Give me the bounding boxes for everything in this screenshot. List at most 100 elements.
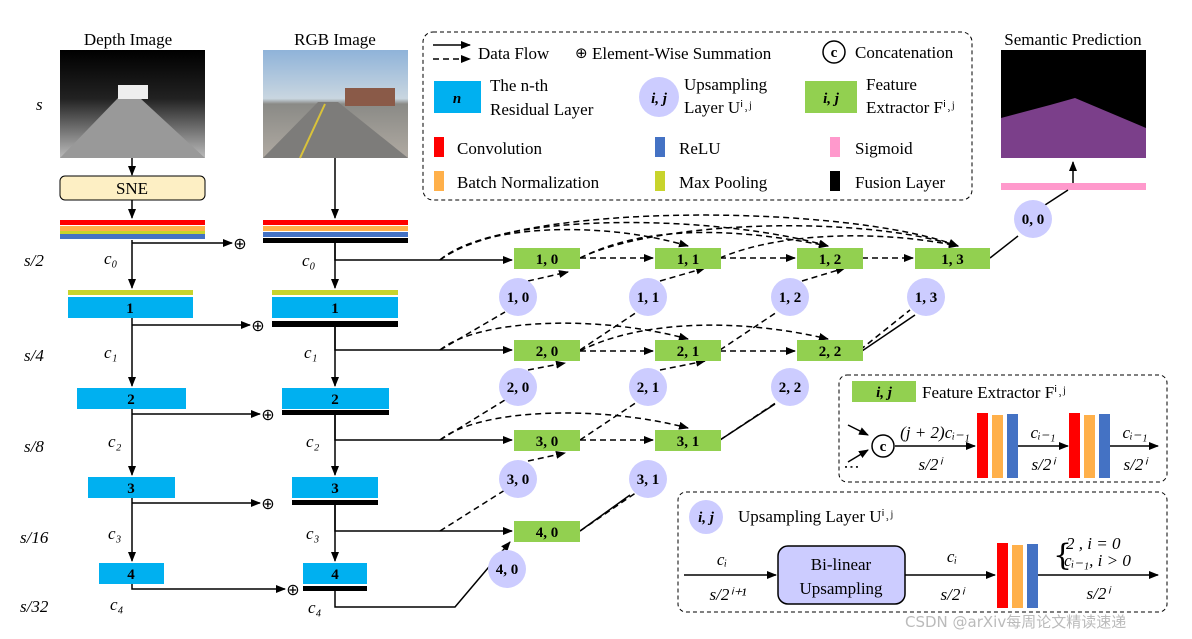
up-in-scale: s/2ⁱ⁺¹: [710, 585, 747, 604]
legend-summation: Element-Wise Summation: [592, 44, 772, 63]
upsampling-layer-circle: [1014, 200, 1052, 238]
feature-extractor-label: 3, 0: [536, 434, 559, 450]
feature-extractor-label: 2, 2: [819, 344, 842, 360]
legend-residual-line2: Residual Layer: [490, 100, 594, 119]
feature-extractor-label: 1, 3: [941, 252, 964, 268]
upsampling-layer-label: 1, 1: [637, 290, 660, 306]
residual-layer-label: 1: [126, 301, 134, 317]
concat-symbol: c: [880, 439, 887, 455]
sigmoid-swatch: [830, 137, 840, 157]
feature-extractor-label: 3, 1: [677, 434, 700, 450]
fe-detail-title: Feature Extractor Fⁱ˒ʲ: [922, 383, 1066, 402]
summation-symbols: ⊕ ⊕ ⊕ ⊕ ⊕: [233, 234, 299, 599]
block-line2: Upsampling: [799, 579, 883, 598]
feature-extractor-label: 2, 1: [677, 344, 700, 360]
feature-extractor-box: [514, 430, 580, 451]
fusion-layer: [303, 586, 367, 591]
legend-data-flow: Data Flow: [478, 44, 550, 63]
sne-label: SNE: [116, 179, 148, 198]
upsampling-layer-label: 1, 2: [779, 290, 802, 306]
upsampling-layer-label: 2, 0: [507, 380, 530, 396]
summation-icon: ⊕: [251, 316, 264, 335]
channel-label: c₄: [308, 598, 322, 617]
scale-label: s/2: [24, 251, 44, 270]
block-line1: Bi-linear: [811, 555, 872, 574]
residual-layer-2: [77, 388, 186, 409]
feature-extractor-label: 4, 0: [536, 525, 559, 541]
feature-extractor-box: [655, 340, 721, 361]
fusion-swatch: [830, 171, 840, 191]
channel-labels: c₀ c₀ c₁ c₁ c₂ c₂ c₃ c₃ c₄ c₄: [104, 249, 322, 617]
upsampling-swatch: [639, 77, 679, 117]
encoder-flows: [128, 239, 513, 608]
feature-extractor-label: 1, 0: [536, 252, 559, 268]
upsampling-layers: 1, 0 1, 1 1, 2 1, 3 2, 0 2, 1 2, 2 3, 0 3, 1 4, 0…: [488, 200, 1052, 588]
legend-upsampling-line2: Layer Uⁱ˒ʲ: [684, 98, 752, 117]
prediction-title: Semantic Prediction: [1004, 30, 1142, 49]
feature-extractor-box: [797, 340, 863, 361]
concat-symbol: c: [831, 45, 838, 61]
residual-layer-4: [303, 563, 367, 584]
feature-extractor-box: [655, 430, 721, 451]
legend: Data Flow ⊕ Element-Wise Summation c Con…: [422, 31, 973, 201]
legend-concatenation: Concatenation: [855, 43, 954, 62]
up-out-scale: s/2ⁱ: [1087, 584, 1113, 603]
up-detail-symbol: i, j: [698, 510, 715, 526]
fe-mid-scale: s/2ⁱ: [1032, 455, 1058, 474]
fusion-layer: [272, 321, 398, 327]
residual-layer-label: 2: [331, 392, 339, 408]
feature-extractor-label: 2, 0: [536, 344, 559, 360]
depth-image: [60, 50, 205, 158]
fe-symbol: i, j: [823, 91, 840, 107]
fe-in-channels: (j + 2)cᵢ₋₁: [900, 423, 970, 442]
scale-label: s/4: [24, 346, 44, 365]
residual-layer-swatch: [434, 81, 481, 113]
feature-extractor-swatch: [805, 81, 857, 113]
up-mid-channels: cᵢ: [947, 547, 957, 566]
residual-layer-label: 1: [331, 301, 339, 317]
legend-upsampling-line1: Upsampling: [684, 75, 768, 94]
summation-icon: ⊕: [233, 234, 246, 253]
residual-layer-4: [99, 563, 164, 584]
up-detail-title: Upsampling Layer Uⁱ˒ʲ: [738, 507, 893, 526]
upsampling-layer-circle: [499, 368, 537, 406]
up-mid-scale: s/2ⁱ: [941, 585, 967, 604]
scale-labels: s s/2 s/4 s/8 s/16 s/32: [20, 95, 49, 616]
rgb-residual-layers: 1 2 3 4: [272, 290, 398, 591]
legend-residual-line1: The n-th: [490, 76, 549, 95]
feature-extractor-box: [797, 248, 863, 269]
upsampling-layer-circle: [488, 550, 526, 588]
legend-max-pooling: Max Pooling: [679, 173, 768, 192]
channel-label: c₁: [304, 343, 317, 362]
up-out-case1: 2 , i = 0: [1066, 534, 1121, 553]
feature-extractor-box: [514, 340, 580, 361]
summation-icon: ⊕: [575, 44, 588, 62]
feature-extractor-box: [514, 521, 580, 542]
upsampling-layer-circle: [771, 278, 809, 316]
summation-icon: ⊕: [286, 580, 299, 599]
residual-layer-1: [272, 297, 398, 318]
upsampling-detail: i, j Upsampling Layer Uⁱ˒ʲ cᵢ s/2ⁱ⁺¹ Bi-…: [677, 491, 1168, 613]
up-out-case2: cᵢ₋₁, i > 0: [1064, 551, 1131, 570]
depth-residual-layers: 1 2 3 4: [68, 290, 193, 584]
residual-symbol: n: [453, 91, 461, 107]
residual-layer-2: [282, 388, 389, 409]
legend-sigmoid: Sigmoid: [855, 139, 913, 158]
fe-detail-symbol: i, j: [876, 385, 893, 401]
upsampling-layer-circle: [629, 368, 667, 406]
scale-label: s/32: [20, 597, 49, 616]
svg-text:{: {: [1053, 538, 1072, 573]
channel-label: c₁: [104, 343, 117, 362]
upsampling-layer-circle: [907, 278, 945, 316]
max-pooling-layer: [272, 290, 398, 295]
channel-label: c₀: [104, 249, 118, 268]
scale-label: s/8: [24, 437, 44, 456]
upsampling-layer-circle: [499, 278, 537, 316]
concatenation-icon: [822, 40, 846, 64]
feature-extractor-box: [655, 248, 721, 269]
upsampling-layer-label: 4, 0: [496, 562, 519, 578]
upsampling-layer-label: 3, 0: [507, 472, 530, 488]
convolution-swatch: [434, 137, 444, 157]
summation-icon: ⊕: [261, 494, 274, 513]
